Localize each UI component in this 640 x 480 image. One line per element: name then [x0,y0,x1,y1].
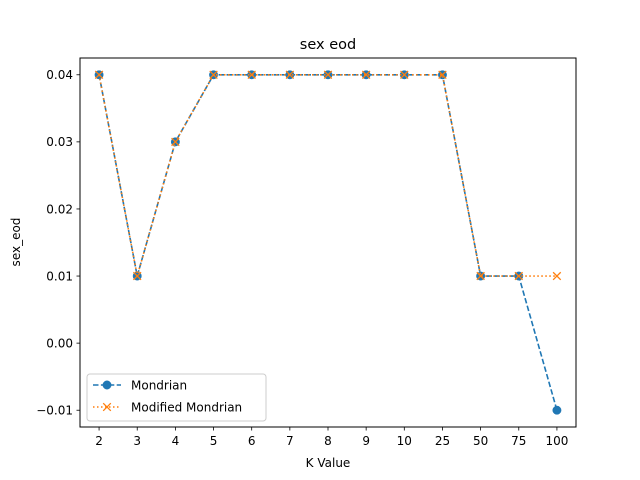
plot-area-frame [79,57,577,428]
x-tick-label: 10 [397,434,412,448]
data-point [400,70,409,80]
x-tick-label: 6 [248,434,256,448]
x-tick-label: 2 [95,434,103,448]
data-point [285,70,295,80]
x-tick-label: 50 [473,434,488,448]
x-tick-label: 9 [362,434,370,448]
legend-marker [102,380,112,390]
data-point [323,70,333,80]
x-tick-label: 25 [435,434,450,448]
legend-marker [102,402,112,412]
data-point [552,405,562,415]
x-tick-label: 3 [133,434,141,448]
x-axis-label: K Value [306,456,351,470]
data-point [438,70,447,80]
data-point [514,271,524,281]
y-tick-label: 0.02 [46,202,73,216]
data-point [361,70,371,80]
x-tick-label: 4 [172,434,180,448]
y-axis-label: sex_eod [9,218,23,267]
y-axis-ticks: −0.01 0.00 0.01 0.02 0.03 0.04 [36,68,80,418]
x-tick-label: 75 [511,434,526,448]
data-point [132,271,142,281]
y-tick-label: 0.00 [46,336,73,350]
legend-label: Mondrian [131,379,187,393]
legend: Mondrian Modified Mondrian [86,373,267,422]
x-tick-label: 8 [324,434,332,448]
x-tick-label: 7 [286,434,294,448]
legend-label: Modified Mondrian [131,401,242,415]
data-point [247,70,256,80]
legend-entries: Mondrian Modified Mondrian [93,379,242,415]
plot-series [94,70,562,415]
y-tick-label: 0.03 [46,135,73,149]
chart-title: sex eod [300,37,356,53]
y-tick-label: 0.04 [46,68,73,82]
data-point [209,70,218,80]
legend-box [86,373,267,422]
series-2 [94,70,562,281]
x-tick-label: 5 [210,434,218,448]
y-tick-label: −0.01 [36,404,73,418]
data-point [476,271,485,281]
y-tick-label: 0.01 [46,269,73,283]
data-point [171,137,180,147]
data-point [94,70,104,80]
x-tick-label: 100 [545,434,568,448]
x-axis-ticks: 2 3 4 5 6 7 8 9 10 25 50 75 100 [95,427,568,448]
data-point [552,271,562,281]
